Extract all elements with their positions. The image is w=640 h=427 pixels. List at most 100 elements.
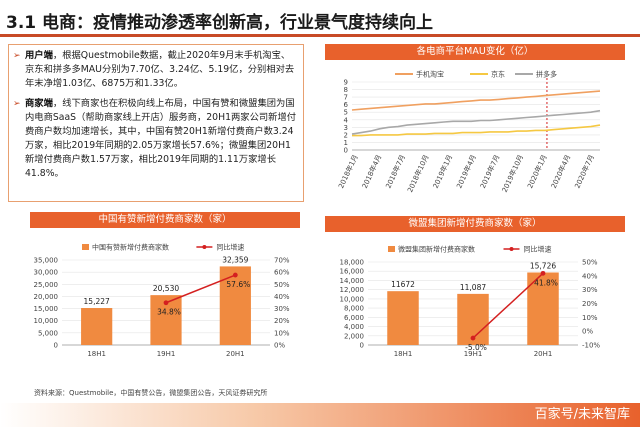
mau-series-line-1	[352, 124, 601, 137]
youzan-bar-label: 32,359	[222, 255, 248, 264]
youzan-y2-tick-label: 0%	[274, 342, 285, 350]
weimob-y-tick-label: 16,000	[340, 268, 365, 276]
youzan-legend-label: 同比增速	[216, 243, 244, 252]
youzan-y-tick-label: 0	[54, 342, 58, 350]
mau-y-tick-label: 7	[344, 94, 348, 102]
youzan-y2-tick-label: 30%	[274, 305, 290, 313]
mau-chart-title: 各电商平台MAU变化（亿）	[325, 44, 625, 60]
youzan-y2-tick-label: 20%	[274, 317, 290, 325]
mau-x-tick-label: 2019年4月	[454, 153, 477, 190]
mau-x-tick-label: 2019年7月	[478, 153, 501, 190]
mau-series-line-0	[351, 90, 601, 111]
mau-x-tick-label: 2020年7月	[573, 153, 596, 190]
youzan-y-tick-label: 25,000	[34, 281, 59, 289]
youzan-y2-tick-label: 70%	[274, 257, 290, 265]
youzan-y2-tick-label: 60%	[274, 269, 290, 277]
youzan-growth-label: 34.8%	[157, 308, 181, 317]
weimob-y2-tick-label: -10%	[582, 342, 600, 350]
youzan-legend-label: 中国有赞新增付费商家数	[92, 243, 169, 252]
weimob-chart-title: 微盟集团新增付费商家数（家）	[325, 216, 625, 232]
weimob-y-tick-label: 8,000	[344, 305, 364, 313]
mau-y-tick-label: 8	[344, 86, 348, 94]
weimob-y-tick-label: 14,000	[340, 277, 365, 285]
weimob-y-tick-label: 2,000	[344, 332, 364, 340]
summary-textbox: ➢ 用户端，根据Questmobile数据，截止2020年9月末手机淘宝、京东和…	[8, 44, 304, 202]
mau-x-tick-label: 2018年4月	[360, 153, 383, 190]
mau-legend-label: 手机淘宝	[416, 70, 444, 79]
arrow-bullet-icon: ➢	[13, 99, 21, 109]
weimob-legend-swatch	[388, 246, 395, 252]
youzan-y-tick-label: 5,000	[38, 329, 58, 337]
mau-y-tick-label: 3	[344, 124, 348, 132]
weimob-growth-line	[472, 272, 544, 339]
youzan-x-tick-label: 19H1	[157, 350, 176, 358]
merchant-body: ，线下商家也在积极向线上布局，中国有赞和微盟集团为国内电商SaaS（帮助商家线上…	[25, 98, 297, 179]
mau-legend-label: 京东	[491, 70, 505, 79]
youzan-bar	[81, 308, 113, 345]
mau-x-tick-label: 2020年4月	[549, 153, 572, 190]
weimob-y-tick-label: 10,000	[340, 295, 365, 303]
user-heading: 用户端	[25, 50, 53, 61]
weimob-growth-label: -5.0%	[465, 343, 487, 352]
youzan-growth-label: 57.6%	[226, 280, 250, 289]
youzan-x-tick-label: 20H1	[226, 350, 245, 358]
weimob-y2-tick-label: 20%	[582, 300, 598, 308]
youzan-chart-title: 中国有赞新增付费商家数（家）	[30, 212, 300, 228]
youzan-legend-marker	[202, 245, 207, 249]
weimob-y2-tick-label: 50%	[582, 259, 598, 267]
youzan-growth-point	[163, 300, 169, 306]
weimob-growth-point	[470, 335, 476, 341]
weimob-bar-label: 11672	[391, 280, 415, 289]
youzan-y-tick-label: 20,000	[34, 293, 59, 301]
mau-x-tick-label: 2018年10月	[405, 153, 430, 194]
youzan-growth-point	[232, 272, 238, 278]
mau-legend-label: 拼多多	[536, 70, 557, 79]
mau-y-tick-label: 6	[344, 101, 349, 109]
weimob-y2-tick-label: 0%	[582, 328, 593, 336]
title-underline	[0, 34, 640, 37]
watermark: 百家号/未来智库	[534, 407, 630, 422]
weimob-bar-label: 15,726	[530, 261, 556, 270]
youzan-y2-tick-label: 40%	[274, 293, 290, 301]
mau-y-tick-label: 4	[344, 116, 349, 124]
weimob-bar	[387, 291, 419, 345]
youzan-bar-label: 15,227	[84, 297, 110, 306]
weimob-bar	[527, 272, 559, 345]
mau-y-tick-label: 5	[344, 109, 348, 117]
mau-x-tick-label: 2019年10月	[500, 153, 525, 194]
weimob-x-tick-label: 18H1	[394, 350, 413, 358]
weimob-y-tick-label: 0	[360, 342, 364, 350]
weimob-bar-label: 11,087	[460, 283, 486, 292]
weimob-y-tick-label: 12,000	[340, 286, 365, 294]
weimob-legend-label: 微盟集团新增付费商家数	[398, 245, 475, 254]
youzan-y-tick-label: 10,000	[34, 317, 59, 325]
weimob-y2-tick-label: 10%	[582, 314, 598, 322]
youzan-y2-tick-label: 10%	[274, 329, 290, 337]
mau-y-tick-label: 0	[344, 147, 348, 155]
youzan-bar-label: 20,530	[153, 284, 179, 293]
paragraph-merchant: ➢ 商家端，线下商家也在积极向线上布局，中国有赞和微盟集团为国内电商SaaS（帮…	[13, 97, 297, 181]
youzan-growth-line	[165, 274, 236, 304]
youzan-bar	[219, 266, 251, 345]
merchant-heading: 商家端	[25, 98, 53, 109]
youzan-y-tick-label: 35,000	[34, 257, 59, 265]
youzan-y2-tick-label: 50%	[274, 281, 290, 289]
youzan-y-tick-label: 15,000	[34, 305, 59, 313]
paragraph-user: ➢ 用户端，根据Questmobile数据，截止2020年9月末手机淘宝、京东和…	[13, 49, 297, 91]
youzan-x-tick-label: 18H1	[87, 350, 106, 358]
weimob-y-tick-label: 4,000	[344, 323, 364, 331]
user-body: ，根据Questmobile数据，截止2020年9月末手机淘宝、京东和拼多多MA…	[25, 50, 295, 89]
weimob-x-tick-label: 20H1	[534, 350, 553, 358]
mau-x-tick-label: 2019年1月	[431, 153, 454, 190]
weimob-x-tick-label: 19H1	[464, 350, 483, 358]
weimob-y-tick-label: 18,000	[340, 259, 365, 267]
arrow-bullet-icon: ➢	[13, 51, 21, 61]
mau-y-tick-label: 1	[344, 139, 348, 147]
weimob-legend-label: 同比增速	[524, 245, 552, 254]
mau-x-tick-label: 2020年1月	[525, 153, 548, 190]
youzan-y-tick-label: 30,000	[34, 269, 59, 277]
mau-y-tick-label: 9	[344, 79, 348, 87]
source-note: 资料来源：Questmobile，中国有赞公告，微盟集团公告，天风证券研究所	[34, 389, 268, 397]
weimob-legend-marker	[509, 247, 514, 251]
